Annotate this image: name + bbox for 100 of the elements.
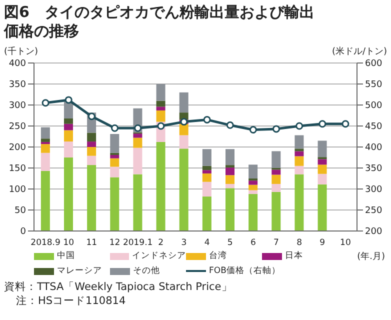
bar [248,190,258,194]
point [157,122,165,130]
y-tick-label: 0 [20,227,26,238]
bar [110,166,120,178]
bar [225,188,234,231]
bar [110,158,120,167]
bar [179,92,188,113]
bar [156,142,166,231]
y2-tick-label: 250 [365,206,382,216]
bar [294,166,304,174]
bar [318,140,327,158]
bar [64,118,73,124]
y2-tick-label: 500 [365,101,382,112]
bar [272,151,281,168]
x-tick-label: 6 [250,238,256,248]
bar [64,142,73,158]
y-tick-label: 300 [8,101,26,112]
bar [202,173,212,182]
bar [225,184,234,188]
bar [40,142,50,144]
y-tick-label: 100 [8,185,26,196]
bar [156,110,166,122]
bar [318,164,327,174]
bar [318,159,327,165]
legend-label: マレーシア [57,265,102,277]
point [42,99,50,107]
bar [64,130,73,142]
legend-label: 日本 [285,250,303,262]
point [318,120,326,128]
point [249,126,257,134]
bar [110,154,120,158]
y-tick-label: 150 [8,164,26,174]
bar [202,149,212,166]
bar [248,184,258,190]
bar [64,102,73,118]
y-tick-label: 250 [8,122,26,132]
y2-tick-label: 450 [365,122,382,132]
bar [133,138,142,148]
bar [318,174,327,184]
bar [225,175,234,184]
y2-tick-label: 600 [365,59,382,70]
y2-axis-title: (米ドル/トン) [332,46,387,58]
x-tick-label: 10 [63,238,74,248]
bar [156,100,166,107]
chart-title: 図6 タイのタピオカでん粉輸出量および輸出価格の推移 [2,2,316,41]
bar [272,184,281,192]
bar [40,144,50,153]
text: 注：HSコード110814 [15,294,127,308]
bar [179,135,188,149]
point [134,124,142,132]
bar [110,177,120,231]
point [226,121,234,129]
y2-tick-label: 550 [365,80,382,90]
point [111,124,118,132]
bar [225,149,234,166]
bar [202,166,212,170]
y2-tick-label: 400 [365,143,382,154]
text: 資料：TTSA「Weekly Tapioca Starch Price」 [4,280,234,294]
bar [318,184,327,231]
y2-tick-label: 350 [365,164,382,174]
bar [87,142,96,147]
bar [202,182,212,197]
bar [110,134,120,153]
y-tick-label: 350 [8,80,26,90]
x-tick-label: 2 [158,238,164,248]
bar [87,156,96,166]
legend-label: 台湾 [209,250,227,262]
legend-label: インドネシア [132,250,186,262]
point [296,122,304,130]
legend-label: その他 [133,265,160,277]
y-axis-title: (千トン) [4,46,38,58]
bar [294,151,304,156]
bar [294,174,304,231]
bar [248,194,258,231]
bar [87,132,96,142]
x-tick-label: 4 [204,238,210,248]
x-tick-label: 3 [181,238,187,248]
bar [248,180,258,185]
bar [40,127,50,139]
y2-tick-label: 300 [365,185,382,196]
legend-label: 中国 [57,250,75,262]
point [64,96,72,104]
x-tick-label: 12 [109,238,120,248]
bar [225,165,234,168]
x-tick-label: 5 [227,238,233,248]
bar [64,124,73,130]
bar [133,148,142,174]
point [88,112,96,120]
x-tick-label: 2018.9 [30,238,60,248]
bar [294,135,304,149]
x-tick-label: 10 [340,238,351,248]
bar [179,124,188,136]
bar [156,106,166,110]
bar [294,148,304,152]
bar [225,168,234,176]
bar [87,147,96,156]
y2-tick-label: 200 [365,227,382,238]
y-tick-label: 50 [14,206,26,216]
point [342,120,350,128]
x-tick-label: 7 [274,238,279,248]
